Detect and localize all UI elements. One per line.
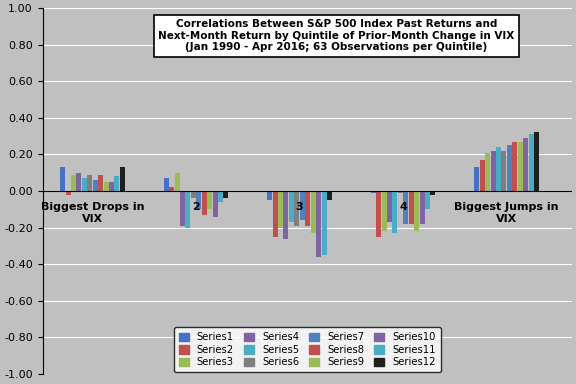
Bar	[278, 191, 283, 228]
Bar	[507, 145, 512, 191]
Bar	[207, 191, 212, 209]
Bar	[109, 182, 114, 191]
Text: Biggest Drops in
VIX: Biggest Drops in VIX	[41, 202, 144, 223]
Bar	[218, 191, 223, 202]
Bar	[474, 167, 479, 191]
Bar	[534, 132, 539, 191]
Text: 3: 3	[295, 202, 304, 212]
Bar	[164, 178, 169, 191]
Text: 4: 4	[399, 202, 407, 212]
Text: Biggest Jumps in
VIX: Biggest Jumps in VIX	[454, 202, 559, 223]
Bar	[491, 151, 495, 191]
Bar	[409, 191, 414, 224]
Text: 2: 2	[192, 202, 200, 212]
Bar	[196, 191, 201, 209]
Bar	[480, 160, 484, 191]
Bar	[60, 167, 65, 191]
Bar	[300, 191, 305, 220]
Bar	[82, 178, 87, 191]
Bar	[430, 191, 435, 195]
Bar	[529, 134, 533, 191]
Bar	[425, 191, 430, 209]
Bar	[98, 175, 103, 191]
Bar	[403, 191, 408, 224]
Bar	[185, 191, 191, 228]
Bar	[414, 191, 419, 231]
Bar	[180, 191, 185, 226]
Bar	[77, 173, 81, 191]
Bar	[496, 147, 501, 191]
Bar	[104, 182, 108, 191]
Bar	[371, 191, 376, 193]
Bar	[321, 191, 327, 255]
Bar	[175, 173, 180, 191]
Bar	[71, 175, 76, 191]
Bar	[283, 191, 289, 238]
Bar	[518, 142, 523, 191]
Bar	[202, 191, 207, 215]
Bar	[381, 191, 386, 231]
Bar	[223, 191, 229, 198]
Bar	[93, 180, 98, 191]
Bar	[420, 191, 425, 224]
Bar	[398, 191, 403, 193]
Bar	[512, 142, 517, 191]
Text: Correlations Between S&P 500 Index Past Returns and
Next-Month Return by Quintil: Correlations Between S&P 500 Index Past …	[158, 19, 514, 52]
Bar	[387, 191, 392, 222]
Bar	[88, 175, 92, 191]
Bar	[267, 191, 272, 200]
Bar	[523, 138, 528, 191]
Bar	[316, 191, 321, 257]
Bar	[66, 191, 70, 195]
Bar	[310, 191, 316, 233]
Bar	[191, 191, 196, 198]
Bar	[502, 151, 506, 191]
Bar	[485, 152, 490, 191]
Bar	[272, 191, 278, 237]
Bar	[120, 167, 125, 191]
Bar	[169, 187, 174, 191]
Bar	[376, 191, 381, 237]
Bar	[115, 176, 119, 191]
Legend: Series1, Series2, Series3, Series4, Series5, Series6, Series7, Series8, Series9,: Series1, Series2, Series3, Series4, Seri…	[174, 328, 441, 372]
Bar	[392, 191, 397, 233]
Bar	[305, 191, 310, 226]
Bar	[327, 191, 332, 200]
Bar	[213, 191, 218, 217]
Bar	[289, 191, 294, 222]
Bar	[294, 191, 300, 226]
